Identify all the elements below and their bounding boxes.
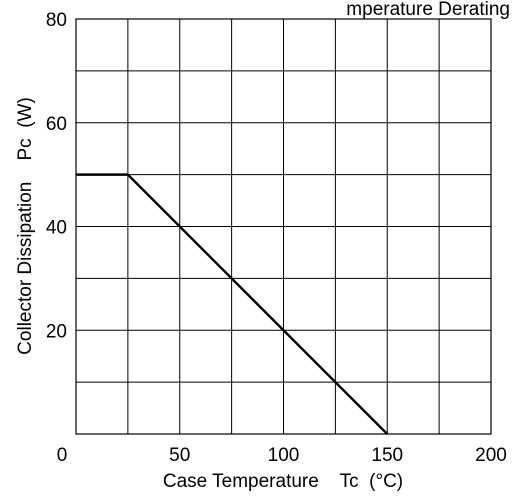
x-tick-label: 50 (169, 445, 190, 466)
y-tick-label: 80 (46, 10, 67, 31)
chart-title: mperature Derating (346, 0, 510, 20)
x-tick-label: 200 (475, 445, 507, 466)
x-tick-label: 100 (268, 445, 300, 466)
x-tick-label: 150 (371, 445, 403, 466)
x-tick-label: 0 (57, 445, 68, 466)
y-tick-label: 60 (46, 114, 67, 135)
tick-labels: 0 50 100 150 200 20 40 60 80 (46, 10, 507, 466)
y-tick-label: 20 (46, 321, 67, 342)
y-axis-label: Collector Dissipation Pc (W) (15, 97, 36, 355)
series-layer (76, 173, 389, 435)
derating-curve (76, 173, 389, 435)
grid (76, 19, 491, 434)
plot-frame (75, 18, 492, 435)
y-tick-label: 40 (46, 218, 67, 239)
x-axis-label: Case Temperature Tc (°C) (163, 471, 403, 492)
